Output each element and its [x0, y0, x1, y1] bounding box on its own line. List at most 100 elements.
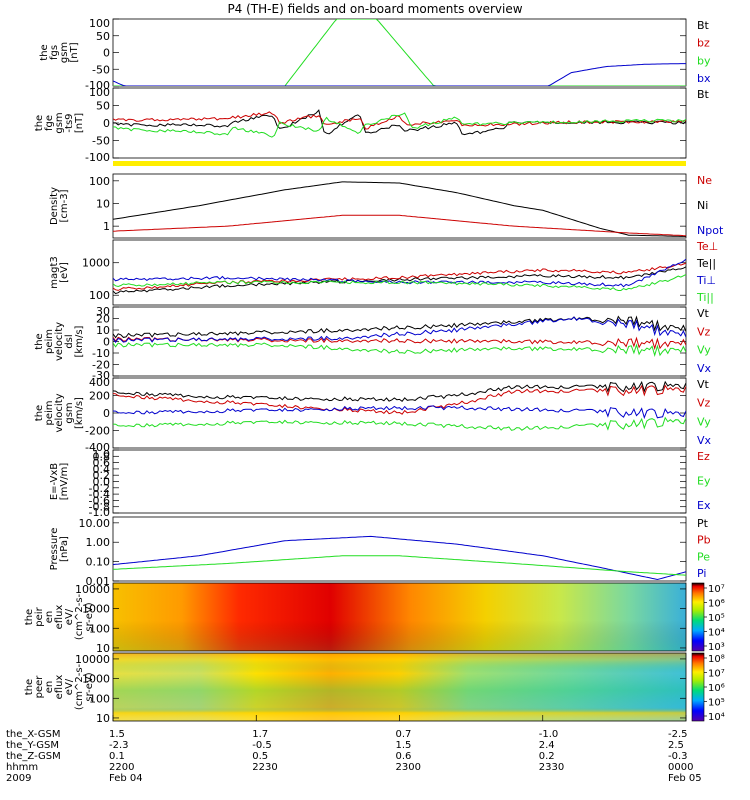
y-tick-label: -100	[85, 79, 110, 92]
y-axis-label: the	[34, 333, 45, 349]
panel-frame	[112, 582, 687, 652]
y-tick-label: -30	[92, 369, 110, 382]
y-axis-label: Density	[49, 187, 60, 225]
legend-entry: Pe	[697, 550, 710, 563]
y-tick-label: 0.8	[93, 450, 111, 463]
y-tick-label: -0.6	[89, 494, 110, 507]
panel-density: 100 10 1 Density [cm-3] Ne Ni Npot	[49, 173, 724, 239]
legend-entry: Ni	[697, 199, 708, 212]
legend-entry: Bt	[697, 19, 710, 32]
legend-entry: Ex	[697, 499, 711, 512]
x-row-label: the_Z-GSM	[6, 751, 61, 762]
colorbar-tick-label: 10⁸	[708, 654, 725, 665]
y-tick-label: 10	[96, 197, 110, 210]
x-tick-label: 0000	[668, 762, 693, 773]
y-tick-label: 0.4	[93, 463, 111, 476]
x-tick-label: 2300	[396, 762, 421, 773]
y-axis-label: dsl	[64, 334, 75, 348]
legend-entry: Ez	[697, 450, 710, 463]
y-tick-label: 0.0	[93, 476, 111, 489]
series-line-Vy	[113, 416, 686, 431]
y-axis-label: fgs	[49, 45, 60, 60]
colorbar-tick-label: 10⁷	[708, 669, 725, 680]
x-row-label: the_Y-GSM	[6, 740, 59, 751]
y-tick-label: 100	[89, 622, 110, 635]
series-line-Vt	[113, 380, 686, 402]
spectrogram-shading	[113, 653, 686, 721]
y-axis-label: [mV/m]	[59, 463, 70, 501]
legend-entry: Vx	[697, 362, 712, 375]
series-line-Vx	[113, 316, 686, 344]
y-axis-label: [km/s]	[74, 397, 85, 429]
y-tick-label: 200	[89, 390, 110, 403]
legend-entry: Ne	[697, 174, 712, 187]
series-line-TeP	[113, 262, 686, 291]
series-line-Vx	[113, 405, 686, 420]
legend-entry: Bt	[697, 88, 710, 101]
y-tick-label: 100	[89, 289, 110, 302]
series-line-by	[113, 19, 686, 86]
x-tick-label: -1.0	[539, 729, 559, 740]
y-axis-label: [nPa]	[59, 536, 70, 562]
x-tick-label: 1.5	[396, 740, 412, 751]
y-tick-label: -0.2	[89, 482, 110, 495]
x-tick-label: 2.4	[539, 740, 555, 751]
legend-entry: Pi	[697, 567, 706, 580]
y-tick-label: -400	[85, 441, 110, 454]
y-tick-label: 10000	[75, 583, 110, 596]
series-line-Vy	[113, 342, 686, 357]
x-tick-label: Feb 05	[668, 773, 702, 784]
x-row-label: 2009	[6, 773, 31, 784]
y-axis-label: velocity	[54, 393, 65, 432]
legend-entry: Vt	[697, 307, 710, 320]
y-tick-label: 100	[89, 692, 110, 705]
y-tick-label: 100	[89, 86, 110, 99]
y-tick-label: -0.4	[89, 488, 110, 501]
y-axis-label: the	[34, 115, 45, 131]
x-tick-label: 0.7	[396, 729, 412, 740]
y-axis-label: gsm	[59, 42, 70, 63]
x-tick-label: 2.5	[668, 740, 684, 751]
y-tick-label: 0.01	[86, 575, 111, 588]
panel-pressure: 10.00 1.00 0.10 0.01 Pressure [nPa] Pt Pb Pe Pi	[49, 516, 711, 588]
y-axis-label: E=-VxB	[49, 463, 60, 500]
y-tick-label: 50	[96, 30, 110, 43]
y-axis-label: eV/	[64, 678, 75, 695]
y-tick-label: 1	[103, 220, 110, 233]
y-tick-label: 100	[89, 17, 110, 30]
y-tick-label: -10	[92, 347, 110, 360]
colorbar-tick-label: 10⁷	[708, 584, 725, 595]
legend-entry: Vx	[697, 434, 712, 447]
y-tick-label: 0.10	[86, 556, 111, 569]
panel-frame	[112, 516, 687, 582]
y-tick-label: -1.0	[89, 506, 110, 519]
y-axis-label: [cm-3]	[59, 189, 70, 222]
panel-spec-electron: 10⁸ 10⁷ 10⁶ 10⁵ 10⁴ 10000 1000 100 10 the peer en ef…	[24, 652, 725, 725]
series-line-green	[113, 112, 686, 138]
x-tick-label: -0.3	[668, 751, 688, 762]
y-tick-label: 10	[96, 642, 110, 655]
legend-entry: Vz	[697, 397, 711, 410]
flag-bar	[113, 161, 686, 166]
series-line-Ti	[113, 258, 686, 288]
x-tick-label: 0.1	[109, 751, 125, 762]
series-line-Vz	[113, 336, 686, 351]
y-tick-label: 10	[96, 712, 110, 725]
x-tick-label: -0.5	[252, 740, 272, 751]
legend-entry: Pt	[697, 517, 709, 530]
y-axis-label: peir	[34, 606, 45, 626]
x-axis: the_X-GSM 1.5 1.7 0.7 -1.0 -2.5 the_Y-GSM -2.3 -…	[6, 715, 702, 784]
y-tick-label: 1.00	[86, 536, 111, 549]
y-axis-label: (cm^2-s-	[74, 593, 85, 640]
series-line-red	[113, 111, 686, 130]
y-axis-label: the	[24, 679, 35, 695]
colorbar-tick-label: 10⁵	[708, 698, 725, 709]
legend-entry: Npot	[697, 224, 724, 237]
y-axis-label: the	[24, 609, 35, 625]
colorbar-tick-label: 10⁶	[708, 599, 725, 610]
panel-frame	[112, 449, 687, 514]
y-axis-label: gsm	[64, 402, 75, 423]
x-tick-label: -2.3	[109, 740, 129, 751]
